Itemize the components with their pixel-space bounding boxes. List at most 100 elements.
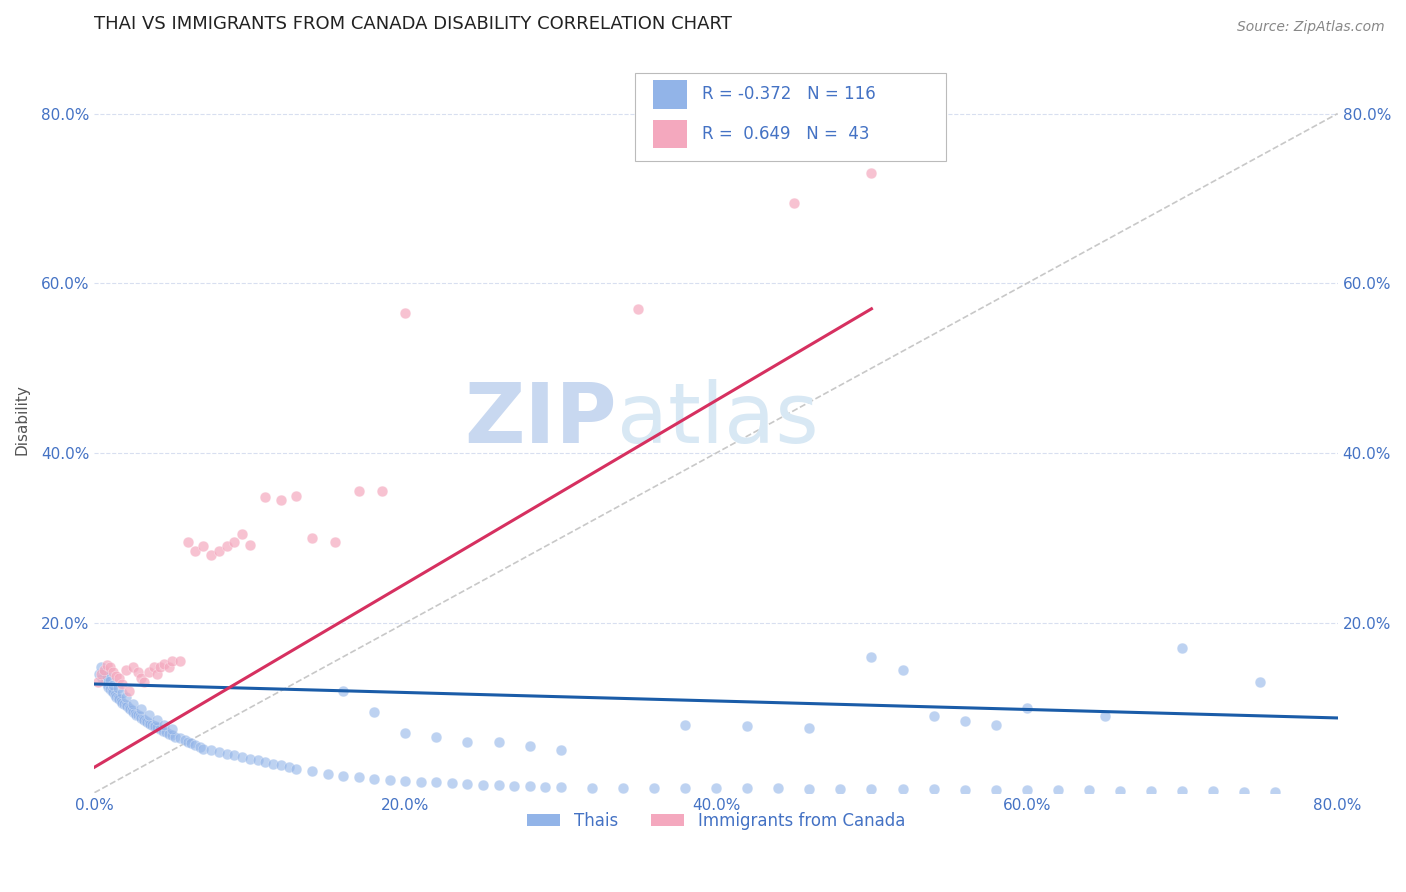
Thais	[115, 699, 138, 714]
Thais	[488, 778, 510, 792]
Thais	[519, 779, 541, 793]
Thais	[1109, 784, 1132, 798]
Thais	[138, 716, 160, 731]
Thais	[1171, 784, 1194, 798]
Immigrants from Canada	[860, 166, 883, 180]
Thais	[472, 778, 495, 792]
Immigrants from Canada	[394, 306, 416, 320]
Text: Source: ZipAtlas.com: Source: ZipAtlas.com	[1237, 20, 1385, 34]
Thais	[799, 782, 821, 797]
Thais	[301, 764, 323, 779]
Thais	[96, 669, 118, 683]
Thais	[124, 706, 146, 720]
Thais	[860, 782, 883, 797]
Point	[735, 719, 758, 733]
Thais	[134, 713, 156, 727]
Thais	[612, 780, 634, 795]
Immigrants from Canada	[86, 675, 108, 690]
Thais	[208, 745, 231, 759]
Immigrants from Canada	[301, 531, 323, 545]
Immigrants from Canada	[160, 654, 183, 668]
Point	[425, 731, 447, 745]
Thais	[138, 707, 160, 722]
Thais	[139, 717, 162, 731]
Text: R = -0.372   N = 116: R = -0.372 N = 116	[703, 86, 876, 103]
Thais	[425, 775, 447, 789]
Thais	[188, 739, 211, 754]
Thais	[97, 680, 120, 694]
Thais	[1264, 785, 1286, 799]
Thais	[114, 698, 136, 713]
Thais	[94, 673, 117, 688]
Thais	[581, 780, 603, 795]
Thais	[440, 776, 463, 790]
Immigrants from Canada	[184, 543, 207, 558]
Thais	[145, 713, 167, 727]
Thais	[131, 712, 153, 726]
Thais	[107, 681, 129, 696]
Thais	[143, 719, 166, 733]
Thais	[121, 703, 143, 717]
Thais	[142, 718, 165, 732]
Thais	[112, 697, 135, 711]
Thais	[105, 690, 128, 704]
Immigrants from Canada	[285, 489, 308, 503]
Thais	[673, 781, 696, 796]
Immigrants from Canada	[96, 658, 118, 673]
Thais	[200, 743, 222, 757]
Thais	[922, 782, 945, 797]
Immigrants from Canada	[347, 484, 370, 499]
Point	[922, 709, 945, 723]
Immigrants from Canada	[627, 301, 650, 316]
Thais	[643, 780, 665, 795]
Thais	[125, 707, 148, 722]
Text: THAI VS IMMIGRANTS FROM CANADA DISABILITY CORRELATION CHART: THAI VS IMMIGRANTS FROM CANADA DISABILIT…	[94, 15, 733, 33]
Point	[550, 743, 572, 757]
Text: ZIP: ZIP	[464, 379, 617, 459]
Immigrants from Canada	[231, 526, 253, 541]
Immigrants from Canada	[122, 660, 145, 674]
FancyBboxPatch shape	[652, 80, 688, 109]
Thais	[363, 772, 385, 786]
Thais	[378, 772, 401, 787]
Point	[488, 735, 510, 749]
Immigrants from Canada	[138, 665, 160, 679]
Thais	[160, 728, 183, 742]
Thais	[830, 782, 852, 797]
Point	[673, 717, 696, 731]
Immigrants from Canada	[193, 540, 215, 554]
Thais	[231, 750, 253, 764]
Immigrants from Canada	[153, 657, 176, 671]
Point	[891, 663, 914, 677]
Thais	[135, 714, 157, 728]
FancyBboxPatch shape	[652, 120, 688, 148]
Thais	[177, 735, 200, 749]
Thais	[122, 697, 145, 711]
Thais	[550, 780, 572, 794]
Immigrants from Canada	[93, 663, 115, 677]
Thais	[394, 773, 416, 788]
Point	[456, 735, 478, 749]
Point	[1249, 675, 1271, 690]
Immigrants from Canada	[239, 538, 262, 552]
Y-axis label: Disability: Disability	[15, 384, 30, 455]
Thais	[332, 769, 354, 783]
Thais	[122, 705, 145, 719]
Thais	[262, 756, 284, 771]
Thais	[120, 702, 142, 716]
Thais	[91, 671, 114, 685]
Thais	[246, 753, 269, 767]
Thais	[129, 702, 152, 716]
Thais	[141, 717, 163, 731]
Thais	[456, 777, 478, 791]
Thais	[180, 736, 202, 750]
Thais	[101, 685, 124, 699]
Immigrants from Canada	[98, 660, 121, 674]
Immigrants from Canada	[371, 484, 394, 499]
Immigrants from Canada	[224, 535, 246, 549]
Thais	[128, 709, 150, 723]
Immigrants from Canada	[108, 671, 131, 685]
Thais	[534, 780, 557, 794]
Immigrants from Canada	[134, 675, 156, 690]
Immigrants from Canada	[208, 543, 231, 558]
